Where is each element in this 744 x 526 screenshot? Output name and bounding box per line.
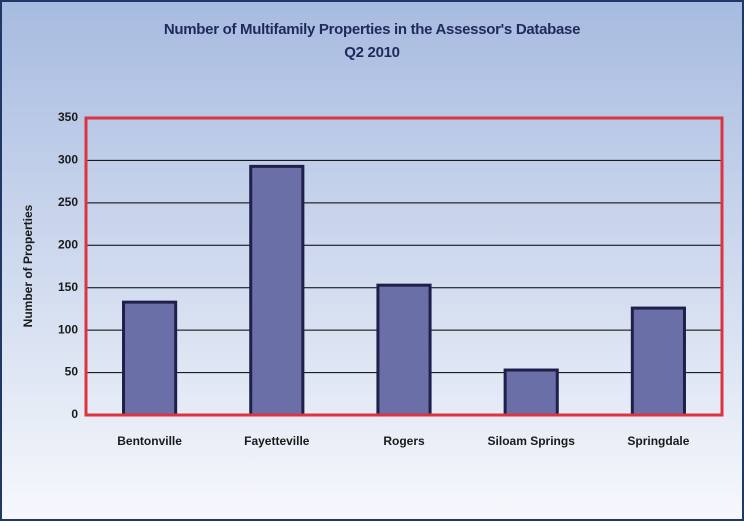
y-tick-label: 50 — [65, 365, 79, 379]
x-tick-label: Siloam Springs — [488, 434, 576, 448]
x-tick-label: Springdale — [627, 434, 689, 448]
bar — [249, 164, 305, 417]
chart-title: Number of Multifamily Properties in the … — [164, 21, 580, 38]
y-tick-label: 100 — [58, 322, 78, 336]
x-tick-label: Bentonville — [117, 434, 182, 448]
bar — [503, 368, 559, 417]
x-tick-label: Rogers — [383, 434, 425, 448]
y-tick-label: 150 — [58, 280, 78, 294]
y-tick-label: 200 — [58, 237, 78, 251]
chart-subtitle: Q2 2010 — [344, 44, 399, 61]
bar — [122, 300, 178, 417]
y-tick-label: 350 — [58, 110, 78, 124]
y-tick-label: 250 — [58, 195, 78, 209]
x-tick-label: Fayetteville — [244, 434, 310, 448]
bar — [630, 306, 686, 417]
y-tick-label: 300 — [58, 153, 78, 167]
plot-border — [84, 116, 724, 417]
y-tick-label: 0 — [71, 407, 78, 421]
bar — [376, 283, 432, 417]
y-axis-label: Number of Properties — [21, 204, 35, 327]
